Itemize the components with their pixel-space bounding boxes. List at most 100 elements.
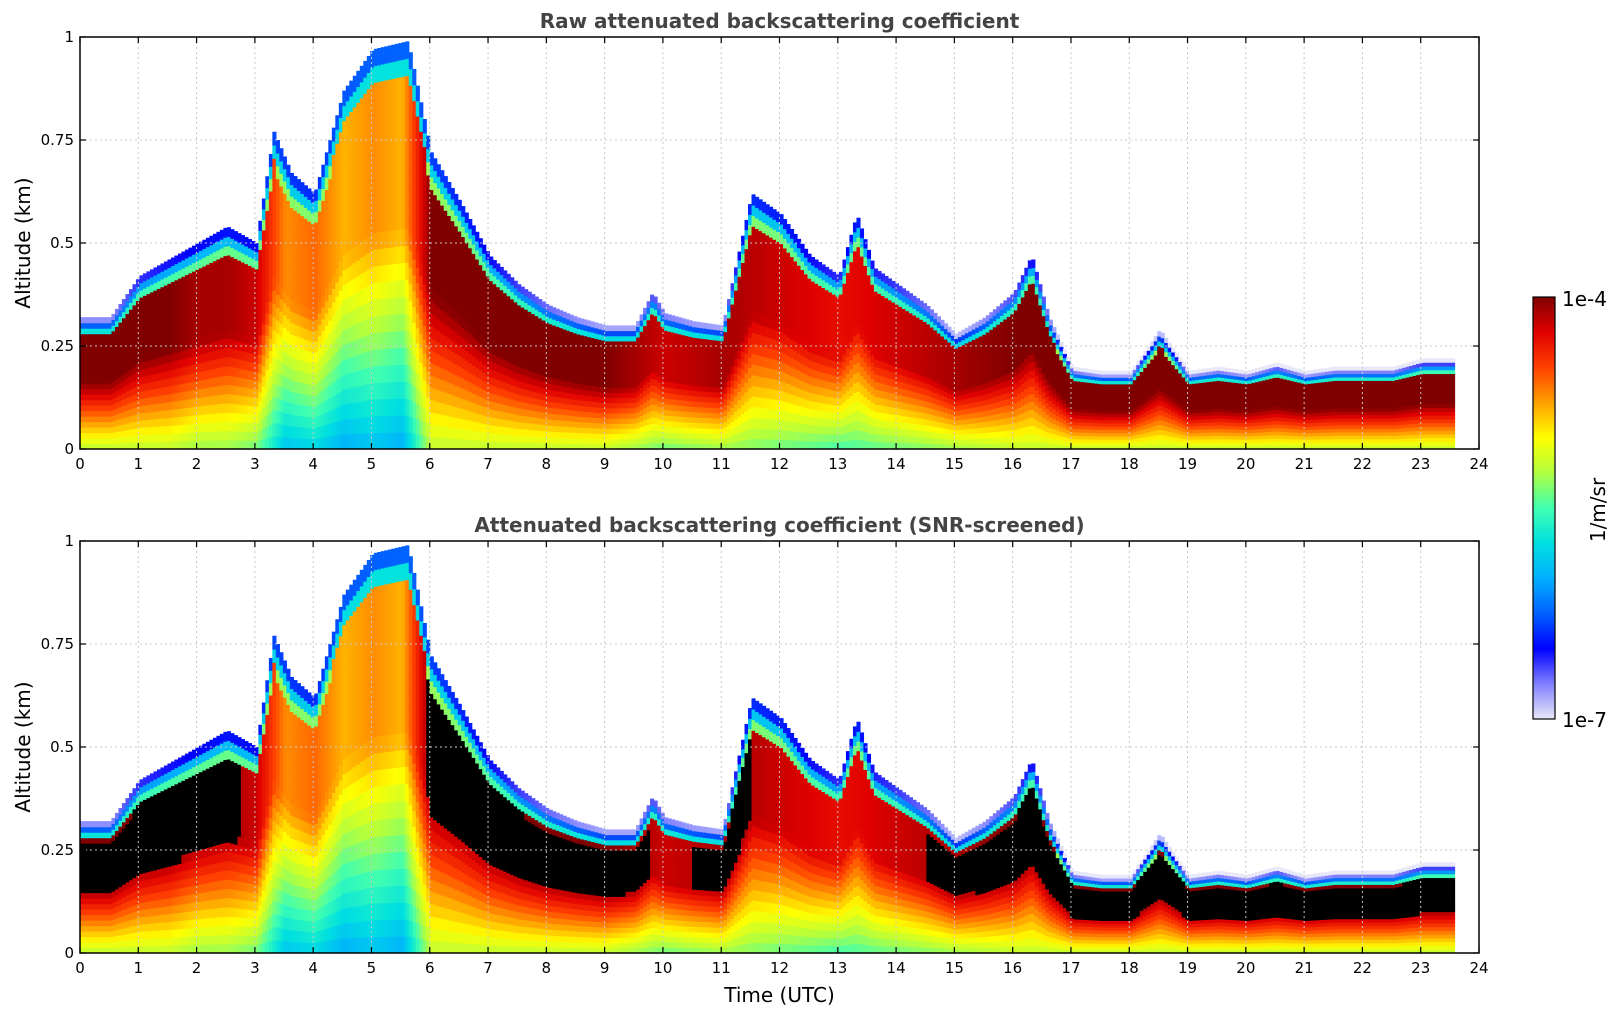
heatmap-cell [170, 257, 176, 267]
heatmap-cell [594, 427, 599, 434]
heatmap-cell [226, 439, 231, 449]
heatmap-cell [769, 216, 774, 228]
heatmap-cell [352, 184, 357, 201]
heatmap-cell [541, 356, 546, 364]
heatmap-cell [125, 371, 130, 379]
heatmap-cell [751, 406, 756, 418]
heatmap-cell [156, 273, 162, 282]
heatmap-cell [296, 415, 301, 428]
heatmap-cell [769, 368, 774, 379]
heatmap-cell [765, 347, 770, 358]
heatmap-cell [671, 320, 676, 328]
heatmap-cell [142, 441, 148, 449]
heatmap-cell [608, 325, 613, 332]
heatmap-cell [569, 443, 574, 449]
heatmap-cell [706, 328, 711, 335]
heatmap-cell [307, 438, 312, 449]
heatmap-cell [803, 415, 809, 425]
heatmap-cell [415, 191, 420, 208]
panel-title-raw: Raw attenuated backscattering coefficien… [540, 9, 1020, 33]
heatmap-cell [303, 207, 308, 219]
heatmap-cell [272, 250, 277, 265]
heatmap-cell [604, 443, 609, 449]
heatmap-cell [695, 327, 700, 333]
heatmap-cell [114, 355, 120, 363]
heatmap-cell [730, 331, 735, 340]
heatmap-cell [758, 324, 763, 336]
heatmap-cell [296, 257, 301, 270]
heatmap-cell [552, 419, 557, 426]
heatmap-cell [380, 281, 385, 299]
heatmap-cell [118, 316, 123, 323]
heatmap-cell [205, 396, 211, 406]
heatmap-cell [510, 441, 515, 449]
heatmap-cell [240, 404, 245, 414]
heatmap-cell [258, 382, 263, 393]
heatmap-cell [555, 402, 560, 409]
heatmap-cell [611, 412, 616, 419]
heatmap-cell [758, 220, 763, 232]
heatmap-cell [604, 418, 609, 424]
heatmap-cell [632, 428, 637, 435]
heatmap-cell [580, 421, 585, 428]
heatmap-cell [405, 262, 410, 280]
heatmap-cell [496, 402, 501, 411]
heatmap-cell [251, 319, 256, 329]
heatmap-cell [401, 194, 406, 213]
heatmap-cell [741, 235, 746, 246]
heatmap-cell [324, 325, 329, 339]
heatmap-cell [429, 424, 434, 438]
heatmap-cell [464, 419, 469, 430]
heatmap-cell [307, 383, 312, 396]
heatmap-cell [163, 386, 169, 395]
heatmap-cell [335, 323, 340, 339]
heatmap-cell [461, 357, 466, 369]
heatmap-cell [254, 303, 259, 313]
heatmap-cell [657, 400, 662, 407]
heatmap-cell [692, 374, 697, 381]
heatmap-cell [335, 156, 340, 172]
heatmap-cell [286, 377, 291, 391]
heatmap-cell [587, 347, 592, 354]
heatmap-cell [181, 268, 186, 277]
heatmap-cell [111, 375, 116, 383]
heatmap-cell [370, 183, 375, 201]
heatmap-cell [590, 390, 595, 397]
heatmap-cell [335, 129, 340, 144]
heatmap-cell [370, 332, 375, 351]
heatmap-cell [254, 251, 259, 261]
heatmap-cell [216, 231, 221, 242]
heatmap-cell [373, 365, 378, 383]
heatmap-cell [685, 346, 690, 353]
heatmap-cell [223, 237, 228, 247]
heatmap-cell [219, 430, 224, 441]
heatmap-cell [706, 401, 711, 408]
heatmap-cell [272, 144, 277, 159]
heatmap-cell [286, 176, 291, 190]
heatmap-cell [503, 277, 508, 286]
heatmap-cell [643, 366, 648, 374]
heatmap-cell [216, 349, 221, 360]
heatmap-cell [489, 304, 494, 314]
heatmap-cell [580, 432, 585, 439]
heatmap-cell [608, 402, 613, 409]
heatmap-cell [776, 320, 781, 331]
heatmap-cell [394, 280, 399, 298]
heatmap-cell [335, 435, 340, 449]
heatmap-cell [594, 348, 599, 355]
heatmap-cell [349, 356, 354, 373]
heatmap-cell [447, 315, 452, 328]
heatmap-cell [121, 436, 127, 444]
heatmap-cell [370, 382, 375, 400]
heatmap-cell [377, 298, 382, 316]
heatmap-cell [237, 431, 242, 441]
heatmap-cell [727, 374, 732, 381]
heatmap-cell [744, 344, 749, 355]
heatmap-cell [789, 256, 795, 267]
heatmap-cell [422, 187, 427, 203]
heatmap-cell [531, 352, 536, 360]
heatmap-cell [531, 307, 536, 315]
heatmap-cell [492, 417, 497, 426]
heatmap-cell [524, 369, 529, 377]
heatmap-cell [688, 331, 693, 337]
